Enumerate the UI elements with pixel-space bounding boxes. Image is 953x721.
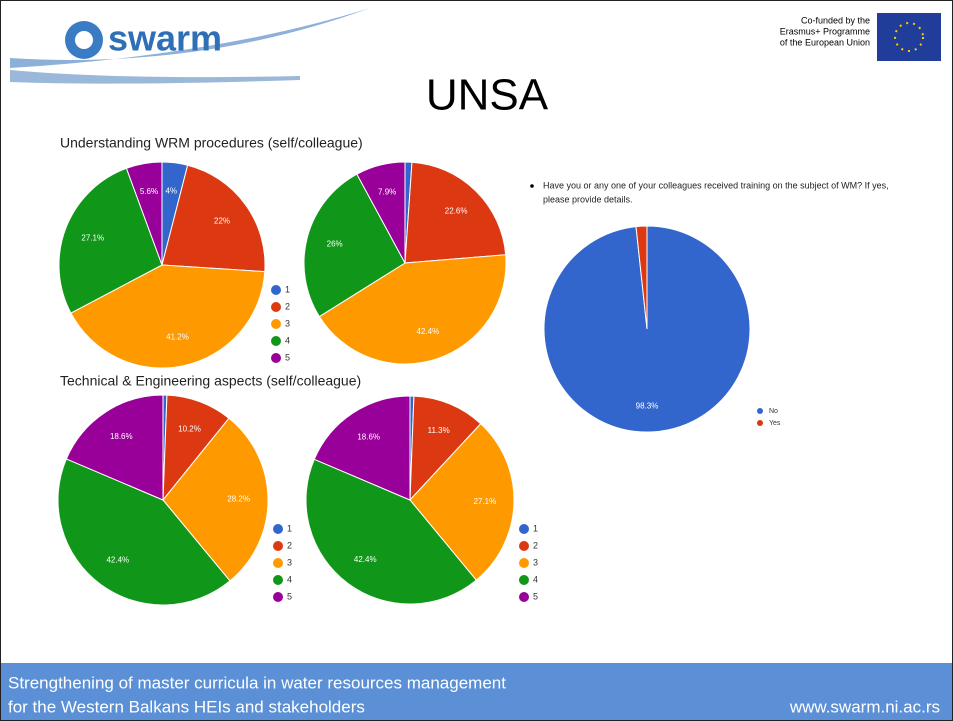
- slice-label: 98.3%: [636, 401, 659, 410]
- logo-text: swarm: [108, 18, 222, 59]
- chart-title: Understanding WRM procedures (self/colle…: [60, 135, 363, 151]
- slice-label: 5.6%: [140, 187, 158, 196]
- legend-label: Yes: [769, 420, 781, 427]
- legend-label: 5: [287, 591, 292, 601]
- legend-swatch: [273, 558, 283, 568]
- slice-label: 41.2%: [166, 333, 189, 342]
- footer-text: for the Western Balkans HEIs and stakeho…: [8, 697, 365, 716]
- legend-swatch: [271, 285, 281, 295]
- legend-label: 1: [287, 523, 292, 533]
- legend-swatch: [519, 592, 529, 602]
- slice-label: 42.4%: [354, 555, 377, 564]
- legend-label: 2: [287, 540, 292, 550]
- legend-swatch: [273, 592, 283, 602]
- legend-swatch: [519, 558, 529, 568]
- pie-slice: [635, 225, 648, 330]
- slice-label: 18.6%: [357, 433, 380, 442]
- legend-label: 2: [285, 301, 290, 311]
- legend-label: 4: [287, 574, 292, 584]
- legend-swatch: [757, 420, 763, 426]
- logo-icon: [75, 31, 93, 49]
- footer-url: www.swarm.ni.ac.rs: [789, 697, 940, 716]
- cofunded-text: Co-funded by the: [801, 15, 870, 25]
- slice-label: 27.1%: [81, 234, 104, 243]
- legend-label: 5: [285, 352, 290, 362]
- legend-label: 4: [533, 574, 538, 584]
- legend-label: 4: [285, 335, 290, 345]
- slice-label: 42.4%: [106, 556, 129, 565]
- pie-slice: [162, 417, 269, 582]
- pie-slice: [57, 458, 231, 606]
- eu-stars: [894, 22, 924, 52]
- pie-slice: [58, 167, 163, 314]
- pie-slice: [409, 395, 482, 502]
- slice-label: 27.1%: [474, 497, 497, 506]
- chart-title: Have you or any one of your colleagues r…: [543, 180, 889, 190]
- cofunded-text: of the European Union: [780, 37, 870, 47]
- legend-label: 1: [533, 523, 538, 533]
- legend-swatch: [519, 575, 529, 585]
- pie-slice: [318, 254, 507, 365]
- legend-label: 5: [533, 591, 538, 601]
- footer-text: Strengthening of master curricula in wat…: [8, 673, 506, 692]
- slice-label: 26%: [327, 240, 343, 249]
- chart-title: Technical & Engineering aspects (self/co…: [60, 373, 361, 389]
- slice-label: 4%: [166, 187, 178, 196]
- slice-label: 11.3%: [428, 426, 450, 435]
- slice-label: 28.2%: [227, 495, 250, 504]
- legend-swatch: [271, 302, 281, 312]
- pie-slice: [404, 161, 507, 264]
- legend-swatch: [273, 575, 283, 585]
- legend-swatch: [519, 524, 529, 534]
- legend-label: 3: [533, 557, 538, 567]
- legend-label: 1: [285, 284, 290, 294]
- bullet: [530, 184, 534, 188]
- legend-swatch: [273, 541, 283, 551]
- pie-slice: [303, 173, 406, 318]
- slide-title: UNSA: [426, 71, 549, 120]
- legend-swatch: [271, 353, 281, 363]
- pie-slice: [125, 161, 163, 266]
- slice-label: 7.9%: [378, 188, 396, 197]
- slice-label: 22%: [214, 217, 230, 226]
- legend-swatch: [273, 524, 283, 534]
- logo-swoosh: [10, 8, 370, 68]
- slice-label: 42.4%: [417, 327, 440, 336]
- legend-swatch: [757, 408, 763, 414]
- legend-swatch: [271, 319, 281, 329]
- slice-label: 10.2%: [178, 424, 201, 433]
- chart-subtitle: please provide details.: [543, 194, 633, 204]
- legend-label: 2: [533, 540, 538, 550]
- pie-slice: [161, 164, 266, 273]
- legend-label: 3: [285, 318, 290, 328]
- eu-flag: [877, 13, 941, 61]
- slice-label: 18.6%: [110, 432, 133, 441]
- legend-label: 3: [287, 557, 292, 567]
- logo-swoosh: [10, 70, 300, 84]
- footer-band: [0, 663, 953, 721]
- pie-slice: [65, 394, 164, 501]
- pie-slice: [305, 458, 477, 605]
- pie-slice: [356, 161, 406, 264]
- legend-swatch: [271, 336, 281, 346]
- pie-slice: [70, 264, 266, 369]
- pie-slice: [313, 395, 411, 501]
- legend-label: No: [769, 408, 778, 415]
- cofunded-text: Erasmus+ Programme: [780, 26, 870, 36]
- slice-label: 22.6%: [445, 206, 468, 215]
- pie-slice: [409, 423, 515, 581]
- legend-swatch: [519, 541, 529, 551]
